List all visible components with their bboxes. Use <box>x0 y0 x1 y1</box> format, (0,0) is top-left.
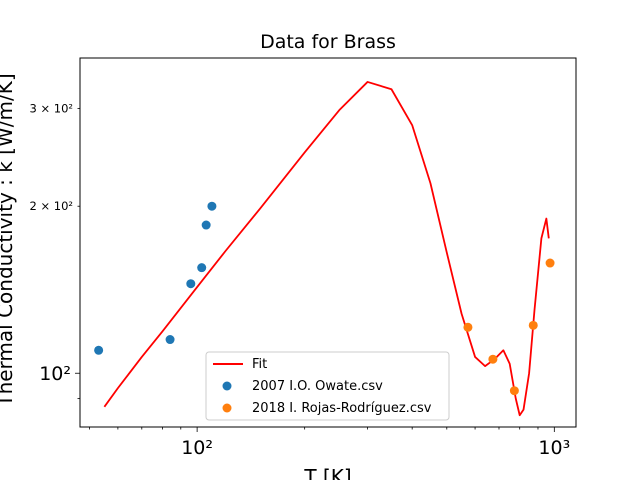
chart-title: Data for Brass <box>260 31 396 53</box>
rojas-data-point <box>528 320 538 330</box>
legend-box <box>205 351 450 421</box>
owate-data-point <box>94 345 104 355</box>
plot-area: 10² 10³ 10² 2 × 10² 3 × 10² <box>29 57 577 459</box>
x-tick-label: 10² <box>181 437 213 459</box>
y-axis-label: Thermal Conductivity : k [W/m/K] <box>0 73 17 407</box>
legend-rojas-label: 2018 I. Rojas-Rodríguez.csv <box>252 401 432 416</box>
legend-owate-swatch <box>222 381 232 391</box>
series-layer <box>94 81 555 417</box>
fit-line <box>103 81 550 417</box>
rojas-data-point <box>488 354 498 364</box>
legend: Fit 2007 I.O. Owate.csv 2018 I. Rojas-Ro… <box>205 351 450 421</box>
x-axis-label: T [K] <box>303 465 351 480</box>
legend-fit-label: Fit <box>252 357 267 372</box>
legend-owate-label: 2007 I.O. Owate.csv <box>252 379 383 394</box>
axes-frame <box>79 57 577 428</box>
y-minor-tick-label: 2 × 10² <box>29 199 73 213</box>
owate-data-point <box>165 335 175 345</box>
rojas-data-point <box>463 322 473 332</box>
ticks-group: 10² 10³ 10² 2 × 10² 3 × 10² <box>29 102 570 459</box>
legend-rojas-swatch <box>222 403 232 413</box>
rojas-data-point <box>509 386 519 396</box>
owate-data-point <box>186 279 196 289</box>
y-minor-tick-label: 3 × 10² <box>29 102 73 116</box>
owate-data-point <box>207 201 217 211</box>
owate-data-point <box>201 220 211 230</box>
owate-data-point <box>197 263 207 273</box>
rojas-data-point <box>545 258 555 268</box>
x-tick-label: 10³ <box>538 437 570 459</box>
y-tick-label: 10² <box>39 363 71 385</box>
